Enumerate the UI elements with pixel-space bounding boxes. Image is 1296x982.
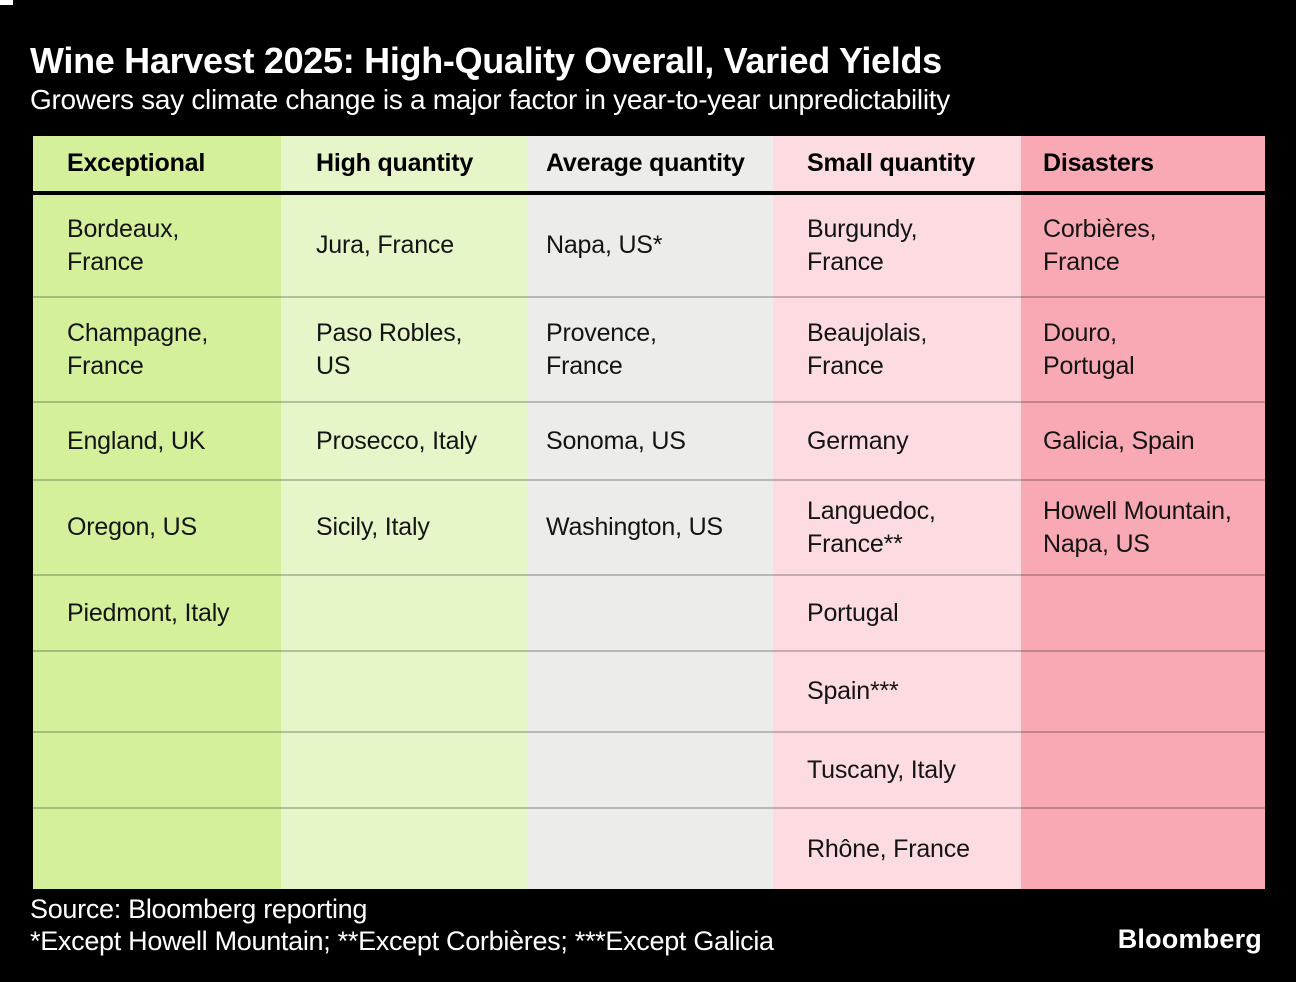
table-cell: Tuscany, Italy [773,731,1021,807]
table-cell: Portugal [773,574,1021,650]
table-cell [281,650,527,731]
table-cell: Spain*** [773,650,1021,731]
table-cell [1021,574,1265,650]
table-cell [281,807,527,889]
footnote-text: *Except Howell Mountain; **Except Corbiè… [30,926,774,956]
table-cell: Prosecco, Italy [281,401,527,479]
column-header-high-quantity: High quantity [281,136,527,195]
source-text: Source: Bloomberg reporting [30,894,368,924]
column-average-quantity: Average quantity Napa, US* Provence, Fra… [527,136,773,889]
table-cell: Jura, France [316,231,454,259]
table-cell [33,650,281,731]
table-cell: Douro, Portugal [1021,296,1265,401]
column-header-average-quantity: Average quantity [527,136,773,195]
column-disasters: Disasters Corbières, France Douro, Portu… [1021,136,1265,889]
table-cell: Sicily, Italy [281,479,527,574]
table-cell [527,574,773,650]
table-cell [1021,807,1265,889]
column-header-small-quantity: Small quantity [773,136,1021,195]
table-cell: Galicia, Spain [1021,401,1265,479]
column-small-quantity: Small quantity Burgundy, France Beaujola… [773,136,1021,889]
bloomberg-logo: Bloomberg [1117,924,1262,954]
column-high-quantity: High quantity Jura, France Paso Robles, … [281,136,527,889]
chart-title: Wine Harvest 2025: High-Quality Overall,… [30,40,942,81]
column-header-exceptional: Exceptional [33,136,281,195]
table-cell [281,574,527,650]
table-cell [527,731,773,807]
table-cell: Oregon, US [33,479,281,574]
table-cell: Provence, France [527,296,773,401]
table-cell: Languedoc, France** [773,479,1021,574]
table-cell [1021,731,1265,807]
screen-artifact [0,0,13,5]
table-cell: Germany [773,401,1021,479]
column-exceptional: Exceptional Bordeaux, France Champagne, … [33,136,281,889]
table-cell: Burgundy, France [807,214,918,276]
table-cell: England, UK [33,401,281,479]
table-cell: Beaujolais, France [773,296,1021,401]
table-cell: Corbières, France [1043,214,1157,276]
table-cell [281,731,527,807]
table-cell [33,807,281,889]
table-cell [527,807,773,889]
table-cell [33,731,281,807]
table-cell: Washington, US [527,479,773,574]
table-cell: Champagne, France [33,296,281,401]
table-cell [527,650,773,731]
table-cell: Bordeaux, France [67,214,180,276]
chart-subtitle: Growers say climate change is a major fa… [30,84,950,115]
table-cell: Paso Robles, US [281,296,527,401]
harvest-table: Exceptional Bordeaux, France Champagne, … [33,136,1265,889]
table-cell: Piedmont, Italy [33,574,281,650]
table-cell: Howell Mountain, Napa, US [1021,479,1265,574]
table-cell: Sonoma, US [527,401,773,479]
table-cell: Napa, US* [546,231,663,259]
table-cell: Rhône, France [773,807,1021,889]
table-cell [1021,650,1265,731]
column-header-disasters: Disasters [1021,136,1265,195]
